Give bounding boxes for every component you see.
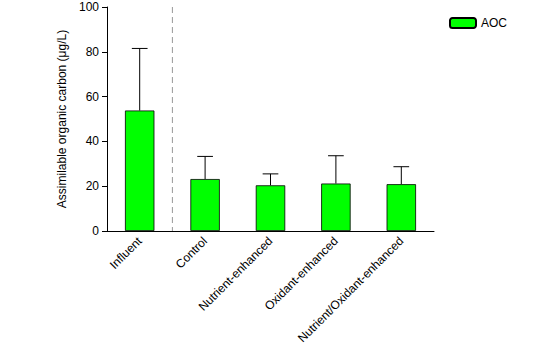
svg-text:60: 60 (86, 90, 100, 104)
svg-text:Nutrient-enhanced: Nutrient-enhanced (195, 234, 276, 314)
svg-text:Control: Control (173, 234, 210, 271)
svg-text:Influent: Influent (107, 234, 145, 272)
svg-text:AOC: AOC (481, 16, 507, 30)
svg-text:80: 80 (86, 45, 100, 59)
svg-text:0: 0 (92, 224, 99, 238)
svg-text:Assimilable organic carbon (μg: Assimilable organic carbon (μg/L) (55, 30, 69, 208)
svg-text:40: 40 (86, 134, 100, 148)
svg-text:100: 100 (79, 0, 99, 14)
svg-text:20: 20 (86, 179, 100, 193)
svg-text:Nutrient/Oxidant-enhanced: Nutrient/Oxidant-enhanced (295, 234, 406, 345)
